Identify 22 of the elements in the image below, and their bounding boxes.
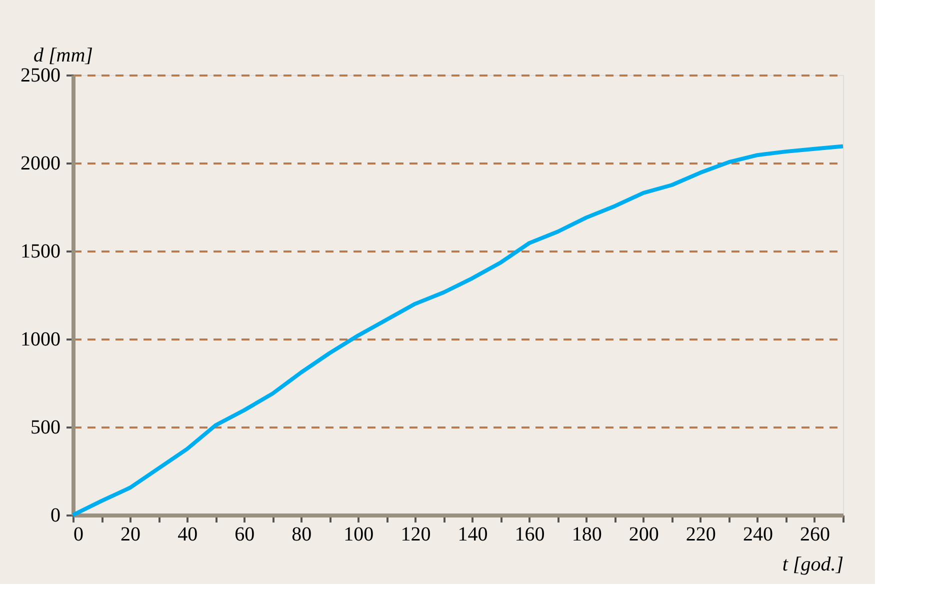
y-tick-label: 500 bbox=[30, 416, 60, 438]
y-tick-label: 2500 bbox=[20, 64, 60, 86]
x-tick-label: 100 bbox=[344, 524, 374, 546]
x-tick-label: 60 bbox=[234, 524, 255, 546]
x-tick-label: 0 bbox=[74, 524, 84, 546]
x-tick-label: 20 bbox=[120, 524, 141, 546]
x-tick-label: 140 bbox=[458, 524, 488, 546]
y-tick-label: 1500 bbox=[20, 240, 60, 262]
x-axis-title: t [god.] bbox=[782, 554, 844, 576]
y-tick-label: 1000 bbox=[20, 328, 60, 350]
x-tick-label: 80 bbox=[292, 524, 312, 546]
x-tick-label: 220 bbox=[686, 524, 716, 546]
x-tick-label: 160 bbox=[514, 524, 545, 546]
y-axis-title: d [mm] bbox=[34, 44, 93, 66]
y-tick-label: 0 bbox=[50, 504, 60, 526]
x-tick-label: 240 bbox=[742, 524, 773, 546]
x-tick-label: 180 bbox=[572, 524, 602, 546]
x-tick-label: 200 bbox=[628, 524, 659, 546]
x-tick-label: 120 bbox=[400, 524, 431, 546]
x-tick-label: 40 bbox=[178, 524, 198, 546]
y-tick-label: 2000 bbox=[20, 152, 60, 174]
x-tick-label: 260 bbox=[800, 524, 830, 546]
